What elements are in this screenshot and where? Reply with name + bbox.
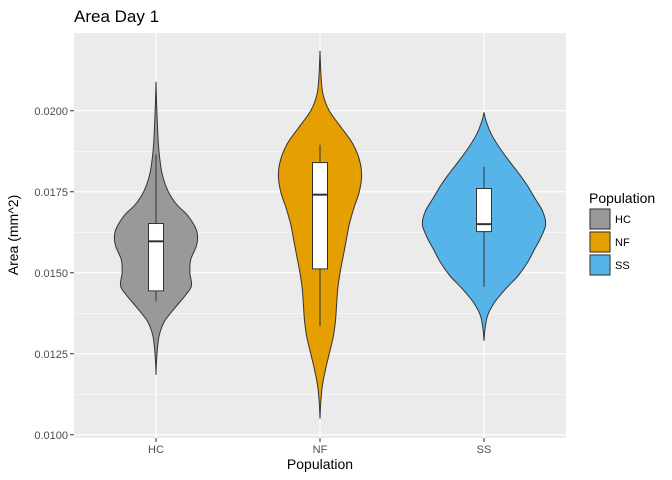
x-tick-label: NF xyxy=(313,444,328,456)
y-tick-label: 0.0150 xyxy=(34,268,68,280)
legend: Population HC NF SS xyxy=(589,190,655,276)
y-tick-label: 0.0175 xyxy=(34,187,68,199)
box-hc xyxy=(148,223,164,292)
legend-label: NF xyxy=(615,237,630,249)
box-ss xyxy=(476,188,492,233)
box-nf xyxy=(312,162,328,270)
legend-label: HC xyxy=(615,214,631,226)
x-axis: HC NF SS xyxy=(148,438,491,456)
legend-swatch-nf xyxy=(589,231,611,253)
y-axis: 0.0100 0.0125 0.0150 0.0175 0.0200 xyxy=(34,106,74,442)
legend-swatch-ss xyxy=(589,254,611,276)
legend-swatch-hc xyxy=(589,208,611,230)
x-tick-label: HC xyxy=(148,444,164,456)
x-axis-title: Population xyxy=(287,456,353,472)
y-tick-label: 0.0100 xyxy=(34,430,68,442)
x-tick-label: SS xyxy=(477,444,492,456)
y-axis-title: Area (mm^2) xyxy=(5,195,21,275)
violins xyxy=(113,50,547,419)
y-tick-label: 0.0200 xyxy=(34,106,68,118)
y-tick-label: 0.0125 xyxy=(34,349,68,361)
chart-title: Area Day 1 xyxy=(74,7,159,26)
legend-label: SS xyxy=(615,260,630,272)
legend-title: Population xyxy=(589,190,655,206)
